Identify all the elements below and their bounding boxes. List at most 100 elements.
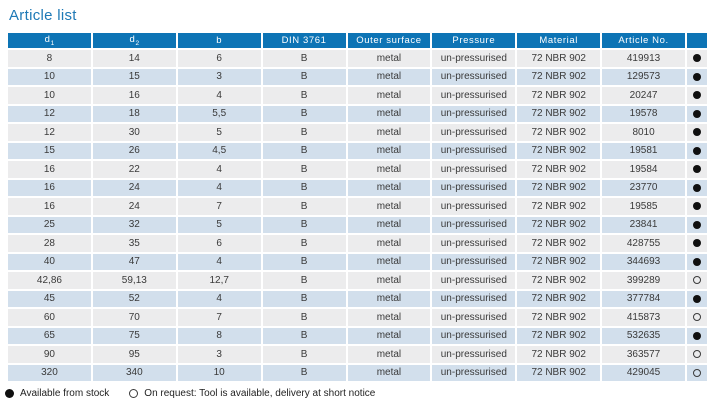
cell-article: 23841 bbox=[602, 216, 685, 233]
cell-b: 4 bbox=[177, 87, 261, 104]
cell-d2: 47 bbox=[92, 253, 176, 270]
cell-pressure: un-pressurised bbox=[432, 142, 516, 159]
stock-cell bbox=[687, 87, 707, 104]
stock-cell bbox=[687, 327, 707, 344]
stock-cell bbox=[687, 346, 707, 363]
cell-outer: metal bbox=[347, 346, 431, 363]
cell-material: 72 NBR 902 bbox=[517, 327, 601, 344]
cell-d2: 32 bbox=[92, 216, 176, 233]
cell-article: 363577 bbox=[602, 346, 685, 363]
cell-outer: metal bbox=[347, 235, 431, 252]
stock-filled-icon bbox=[693, 91, 701, 100]
cell-d1: 16 bbox=[8, 198, 91, 215]
cell-d1: 12 bbox=[8, 124, 91, 141]
cell-article: 399289 bbox=[602, 272, 685, 289]
cell-outer: metal bbox=[347, 253, 431, 270]
cell-d2: 95 bbox=[92, 346, 176, 363]
cell-b: 5,5 bbox=[177, 105, 261, 122]
cell-d1: 60 bbox=[8, 309, 91, 326]
table-header: d1 d2 b DIN 3761 Outer surface Pressure Materi… bbox=[8, 33, 707, 48]
cell-b: 10 bbox=[177, 364, 261, 381]
cell-b: 6 bbox=[177, 50, 261, 67]
cell-pressure: un-pressurised bbox=[432, 346, 516, 363]
cell-d1: 12 bbox=[8, 105, 91, 122]
cell-din: B bbox=[262, 327, 346, 344]
column-header-stock bbox=[687, 33, 707, 48]
cell-pressure: un-pressurised bbox=[432, 235, 516, 252]
cell-d1: 65 bbox=[8, 327, 91, 344]
stock-filled-icon bbox=[693, 54, 701, 63]
column-header-article: Article No. bbox=[602, 33, 685, 48]
cell-pressure: un-pressurised bbox=[432, 124, 516, 141]
cell-article: 19585 bbox=[602, 198, 685, 215]
cell-din: B bbox=[262, 253, 346, 270]
cell-b: 12,7 bbox=[177, 272, 261, 289]
cell-b: 4 bbox=[177, 253, 261, 270]
cell-outer: metal bbox=[347, 272, 431, 289]
cell-material: 72 NBR 902 bbox=[517, 142, 601, 159]
cell-d2: 18 bbox=[92, 105, 176, 122]
cell-din: B bbox=[262, 346, 346, 363]
cell-d1: 90 bbox=[8, 346, 91, 363]
cell-b: 4,5 bbox=[177, 142, 261, 159]
cell-pressure: un-pressurised bbox=[432, 216, 516, 233]
cell-pressure: un-pressurised bbox=[432, 309, 516, 326]
cell-din: B bbox=[262, 87, 346, 104]
stock-filled-icon bbox=[693, 202, 701, 211]
cell-outer: metal bbox=[347, 309, 431, 326]
cell-pressure: un-pressurised bbox=[432, 105, 516, 122]
stock-cell bbox=[687, 309, 707, 326]
column-header-material: Material bbox=[517, 33, 601, 48]
cell-outer: metal bbox=[347, 327, 431, 344]
cell-din: B bbox=[262, 105, 346, 122]
stock-filled-icon bbox=[693, 72, 701, 81]
cell-d1: 40 bbox=[8, 253, 91, 270]
cell-b: 5 bbox=[177, 124, 261, 141]
cell-article: 377784 bbox=[602, 290, 685, 307]
column-header-d2: d2 bbox=[92, 33, 176, 48]
cell-article: 19584 bbox=[602, 161, 685, 178]
cell-b: 4 bbox=[177, 179, 261, 196]
cell-d2: 52 bbox=[92, 290, 176, 307]
stock-cell bbox=[687, 272, 707, 289]
stock-filled-icon bbox=[693, 239, 701, 248]
cell-d1: 45 bbox=[8, 290, 91, 307]
stock-filled-icon bbox=[693, 109, 701, 118]
cell-material: 72 NBR 902 bbox=[517, 272, 601, 289]
cell-article: 129573 bbox=[602, 68, 685, 85]
stock-cell bbox=[687, 124, 707, 141]
legend-available-label: Available from stock bbox=[20, 388, 110, 399]
cell-article: 8010 bbox=[602, 124, 685, 141]
cell-material: 72 NBR 902 bbox=[517, 216, 601, 233]
stock-filled-icon bbox=[693, 146, 701, 155]
cell-b: 7 bbox=[177, 309, 261, 326]
cell-b: 4 bbox=[177, 290, 261, 307]
cell-din: B bbox=[262, 198, 346, 215]
cell-outer: metal bbox=[347, 216, 431, 233]
cell-material: 72 NBR 902 bbox=[517, 179, 601, 196]
cell-outer: metal bbox=[347, 68, 431, 85]
cell-outer: metal bbox=[347, 124, 431, 141]
cell-pressure: un-pressurised bbox=[432, 161, 516, 178]
header-row: d1 d2 b DIN 3761 Outer surface Pressure Materi… bbox=[8, 33, 707, 48]
cell-outer: metal bbox=[347, 50, 431, 67]
cell-material: 72 NBR 902 bbox=[517, 253, 601, 270]
cell-article: 344693 bbox=[602, 253, 685, 270]
cell-article: 419913 bbox=[602, 50, 685, 67]
cell-article: 19578 bbox=[602, 105, 685, 122]
cell-din: B bbox=[262, 179, 346, 196]
cell-article: 532635 bbox=[602, 327, 685, 344]
stock-cell bbox=[687, 235, 707, 252]
stock-filled-icon bbox=[693, 165, 701, 174]
cell-d2: 70 bbox=[92, 309, 176, 326]
article-table: d1 d2 b DIN 3761 Outer surface Pressure Materi… bbox=[6, 31, 709, 383]
cell-din: B bbox=[262, 142, 346, 159]
cell-material: 72 NBR 902 bbox=[517, 235, 601, 252]
